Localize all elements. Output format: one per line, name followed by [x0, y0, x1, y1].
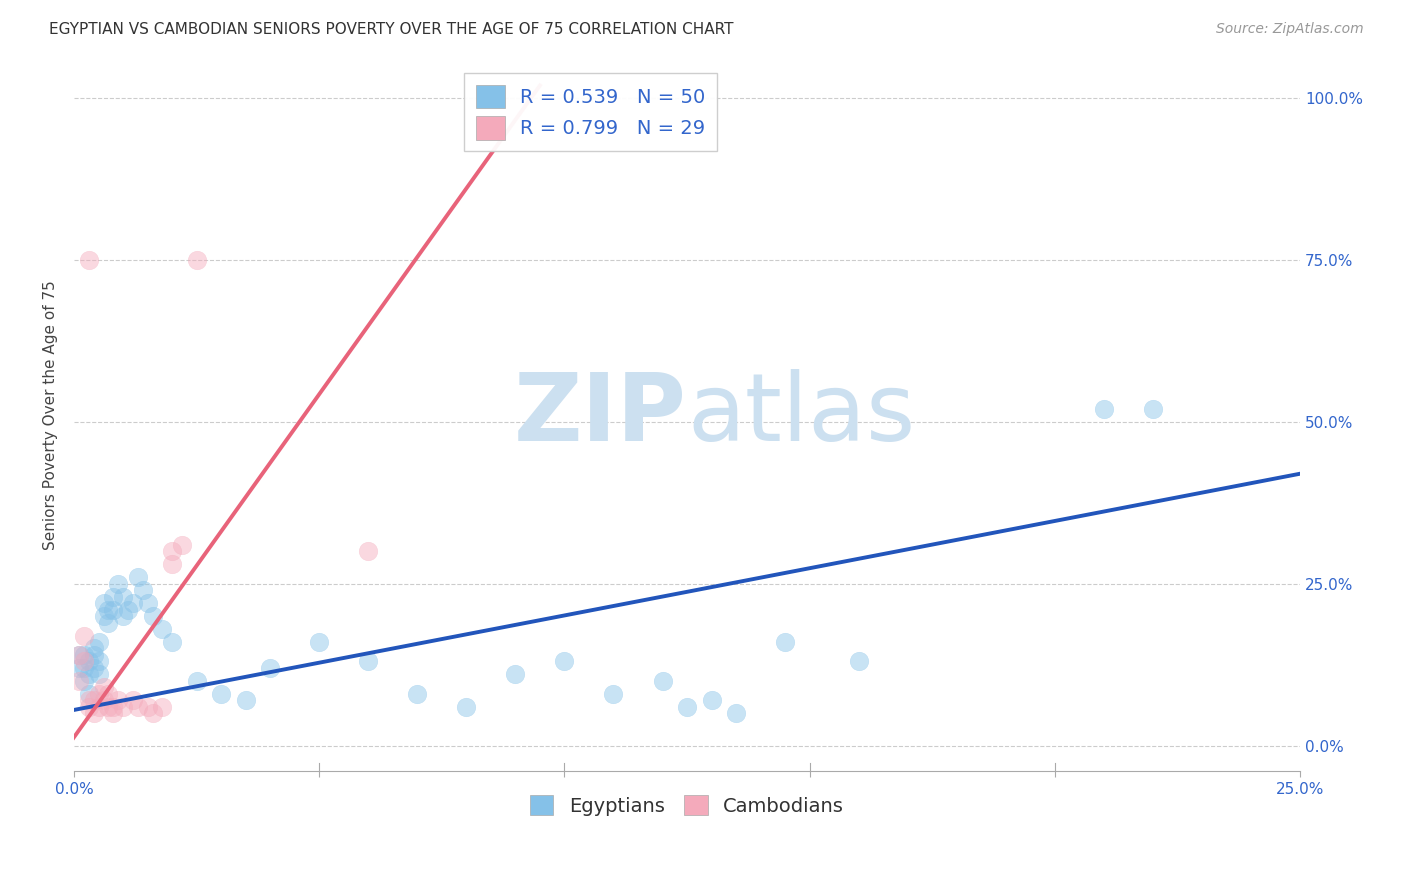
Text: ZIP: ZIP — [515, 369, 688, 461]
Point — [67, 648, 90, 662]
Point — [87, 699, 110, 714]
Legend: Egyptians, Cambodians: Egyptians, Cambodians — [520, 786, 853, 826]
Point — [122, 693, 145, 707]
Point — [93, 609, 115, 624]
Point — [93, 693, 115, 707]
Point — [186, 253, 208, 268]
Point — [83, 706, 105, 720]
Text: Source: ZipAtlas.com: Source: ZipAtlas.com — [1216, 22, 1364, 37]
Point — [132, 583, 155, 598]
Point — [83, 693, 105, 707]
Point — [97, 615, 120, 630]
Point — [357, 544, 380, 558]
Point — [67, 648, 90, 662]
Point — [773, 635, 796, 649]
Point — [67, 673, 90, 688]
Point — [67, 661, 90, 675]
Point — [77, 693, 100, 707]
Point — [150, 699, 173, 714]
Point — [77, 687, 100, 701]
Point — [553, 654, 575, 668]
Point — [83, 661, 105, 675]
Point — [150, 622, 173, 636]
Point — [456, 699, 478, 714]
Point — [87, 635, 110, 649]
Point — [77, 699, 100, 714]
Point — [112, 590, 135, 604]
Point — [93, 596, 115, 610]
Point — [136, 699, 159, 714]
Point — [83, 648, 105, 662]
Point — [700, 693, 723, 707]
Point — [186, 673, 208, 688]
Point — [107, 576, 129, 591]
Point — [142, 706, 165, 720]
Point — [127, 570, 149, 584]
Point — [93, 680, 115, 694]
Point — [676, 699, 699, 714]
Point — [77, 253, 100, 268]
Point — [97, 699, 120, 714]
Point — [73, 628, 96, 642]
Point — [160, 544, 183, 558]
Point — [107, 693, 129, 707]
Point — [235, 693, 257, 707]
Point — [103, 590, 125, 604]
Point — [357, 654, 380, 668]
Point — [848, 654, 870, 668]
Point — [73, 661, 96, 675]
Point — [651, 673, 673, 688]
Point — [87, 667, 110, 681]
Point — [406, 687, 429, 701]
Point — [83, 641, 105, 656]
Point — [160, 635, 183, 649]
Point — [97, 602, 120, 616]
Point — [73, 654, 96, 668]
Point — [259, 661, 281, 675]
Point — [602, 687, 624, 701]
Point — [117, 602, 139, 616]
Text: EGYPTIAN VS CAMBODIAN SENIORS POVERTY OVER THE AGE OF 75 CORRELATION CHART: EGYPTIAN VS CAMBODIAN SENIORS POVERTY OV… — [49, 22, 734, 37]
Text: atlas: atlas — [688, 369, 915, 461]
Point — [112, 609, 135, 624]
Point — [160, 558, 183, 572]
Point — [142, 609, 165, 624]
Point — [505, 667, 527, 681]
Point — [122, 596, 145, 610]
Point — [97, 687, 120, 701]
Point — [1092, 402, 1115, 417]
Point — [87, 687, 110, 701]
Point — [73, 648, 96, 662]
Y-axis label: Seniors Poverty Over the Age of 75: Seniors Poverty Over the Age of 75 — [44, 281, 58, 550]
Point — [103, 602, 125, 616]
Point — [103, 706, 125, 720]
Point — [73, 673, 96, 688]
Point — [103, 699, 125, 714]
Point — [127, 699, 149, 714]
Point — [136, 596, 159, 610]
Point — [170, 538, 193, 552]
Point — [77, 654, 100, 668]
Point — [308, 635, 330, 649]
Point — [725, 706, 748, 720]
Point — [209, 687, 232, 701]
Point — [87, 654, 110, 668]
Point — [112, 699, 135, 714]
Point — [77, 667, 100, 681]
Point — [1142, 402, 1164, 417]
